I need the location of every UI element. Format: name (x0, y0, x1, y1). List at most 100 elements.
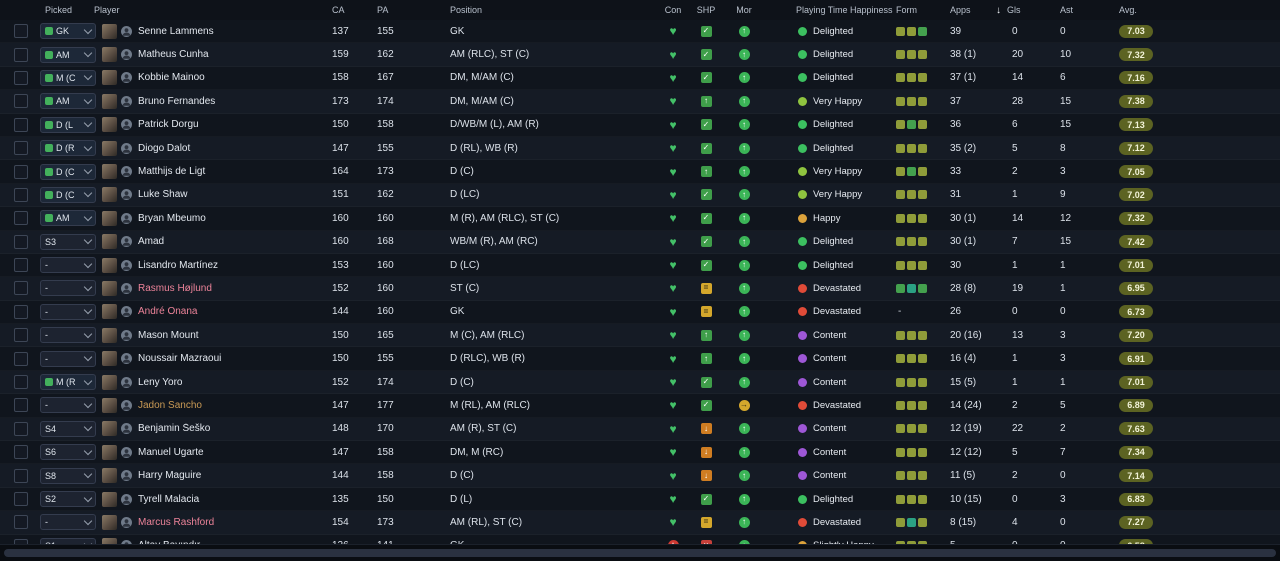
picked-position-dropdown[interactable]: AM (40, 93, 96, 110)
player-profile-icon[interactable] (121, 166, 132, 178)
player-photo[interactable] (102, 187, 117, 203)
player-photo[interactable] (102, 514, 117, 530)
picked-position-dropdown[interactable]: D (C (40, 163, 96, 180)
col-header-pa[interactable]: PA (377, 5, 389, 15)
picked-position-dropdown[interactable]: - (40, 327, 96, 344)
player-name[interactable]: Noussair Mazraoui (138, 353, 222, 365)
row-checkbox[interactable] (14, 281, 28, 296)
row-checkbox[interactable] (14, 141, 28, 156)
player-row[interactable]: - Jadon Sancho 147 177 M (RL), AM (RLC) … (0, 394, 1280, 418)
player-photo[interactable] (102, 397, 117, 413)
player-photo[interactable] (102, 257, 117, 273)
player-name[interactable]: Bruno Fernandes (138, 95, 216, 107)
player-name[interactable]: Bryan Mbeumo (138, 212, 206, 224)
player-row[interactable]: S6 Manuel Ugarte 147 158 DM, M (RC) ♥ ↓ … (0, 441, 1280, 465)
picked-position-dropdown[interactable]: AM (40, 210, 96, 227)
picked-position-dropdown[interactable]: AM (40, 46, 96, 63)
picked-position-dropdown[interactable]: - (40, 397, 96, 414)
picked-position-dropdown[interactable]: - (40, 514, 96, 531)
picked-position-dropdown[interactable]: D (R (40, 140, 96, 157)
col-header-player[interactable]: Player (94, 5, 120, 15)
player-profile-icon[interactable] (121, 189, 132, 201)
player-photo[interactable] (102, 351, 117, 367)
player-profile-icon[interactable] (121, 446, 132, 458)
col-header-apps[interactable]: Apps (950, 5, 971, 15)
player-profile-icon[interactable] (121, 119, 132, 131)
player-profile-icon[interactable] (121, 25, 132, 37)
col-header-goals[interactable]: ↓ Gls (996, 5, 1052, 16)
player-profile-icon[interactable] (121, 72, 132, 84)
player-name[interactable]: Manuel Ugarte (138, 446, 204, 458)
col-header-form[interactable]: Form (896, 5, 917, 15)
player-photo[interactable] (102, 444, 117, 460)
player-row[interactable]: S4 Benjamin Šeško 148 170 AM (R), ST (C)… (0, 417, 1280, 442)
player-profile-icon[interactable] (121, 493, 132, 505)
picked-position-dropdown[interactable]: S3 (40, 233, 96, 250)
player-name[interactable]: Mason Mount (138, 329, 199, 341)
row-checkbox[interactable] (14, 24, 28, 39)
player-profile-icon[interactable] (121, 236, 132, 248)
player-name[interactable]: Senne Lammens (138, 25, 214, 37)
picked-position-dropdown[interactable]: D (L (40, 116, 96, 133)
player-photo[interactable] (102, 280, 117, 296)
player-profile-icon[interactable] (121, 516, 132, 528)
player-name[interactable]: Diogo Dalot (138, 142, 191, 154)
row-checkbox[interactable] (14, 164, 28, 179)
player-row[interactable]: - Marcus Rashford 154 173 AM (RL), ST (C… (0, 511, 1280, 535)
player-row[interactable]: D (C Matthijs de Ligt 164 173 D (C) ♥ ↑ … (0, 160, 1280, 184)
player-name[interactable]: André Onana (138, 306, 198, 318)
player-profile-icon[interactable] (121, 282, 132, 294)
row-checkbox[interactable] (14, 117, 28, 132)
row-checkbox[interactable] (14, 421, 28, 436)
player-profile-icon[interactable] (121, 376, 132, 388)
picked-position-dropdown[interactable]: - (40, 350, 96, 367)
player-profile-icon[interactable] (121, 95, 132, 107)
player-profile-icon[interactable] (121, 306, 132, 318)
col-header-sharpness[interactable]: SHP (696, 5, 716, 15)
player-name[interactable]: Harry Maguire (138, 470, 202, 482)
player-row[interactable]: AM Bryan Mbeumo 160 160 M (R), AM (RLC),… (0, 207, 1280, 231)
row-checkbox[interactable] (14, 375, 28, 390)
player-photo[interactable] (102, 210, 117, 226)
picked-position-dropdown[interactable]: S6 (40, 444, 96, 461)
player-photo[interactable] (102, 304, 117, 320)
player-photo[interactable] (102, 47, 117, 63)
player-row[interactable]: GK Senne Lammens 137 155 GK ♥ ✓ ↑ Delig (0, 20, 1280, 44)
player-photo[interactable] (102, 164, 117, 180)
player-name[interactable]: Amad (138, 236, 165, 248)
player-photo[interactable] (102, 93, 117, 109)
player-row[interactable]: AM Matheus Cunha 159 162 AM (RLC), ST (C… (0, 43, 1280, 67)
col-header-morale[interactable]: Mor (736, 5, 752, 15)
col-header-playing-time-happiness[interactable]: Playing Time Happiness (796, 5, 893, 15)
row-checkbox[interactable] (14, 304, 28, 319)
picked-position-dropdown[interactable]: S8 (40, 467, 96, 484)
player-row[interactable]: S2 Tyrell Malacia 135 150 D (L) ♥ ✓ ↑ D (0, 487, 1280, 512)
player-row[interactable]: D (C Luke Shaw 151 162 D (LC) ♥ ✓ ↑ Ver (0, 183, 1280, 208)
player-name[interactable]: Leny Yoro (138, 376, 183, 388)
picked-position-dropdown[interactable]: M (C (40, 69, 96, 86)
row-checkbox[interactable] (14, 492, 28, 506)
player-photo[interactable] (102, 374, 117, 390)
player-profile-icon[interactable] (121, 470, 132, 482)
player-name[interactable]: Matthijs de Ligt (138, 166, 206, 178)
col-header-picked[interactable]: Picked (45, 5, 73, 15)
player-name[interactable]: Rasmus Højlund (138, 282, 212, 294)
picked-position-dropdown[interactable]: M (R (40, 374, 96, 391)
row-checkbox[interactable] (14, 468, 28, 483)
row-checkbox[interactable] (14, 398, 28, 413)
row-checkbox[interactable] (14, 211, 28, 226)
picked-position-dropdown[interactable]: GK (40, 23, 96, 40)
picked-position-dropdown[interactable]: - (40, 257, 96, 274)
player-photo[interactable] (102, 421, 117, 437)
player-photo[interactable] (102, 70, 117, 86)
col-header-average-rating[interactable]: Avg. (1119, 5, 1137, 15)
row-checkbox[interactable] (14, 94, 28, 109)
row-checkbox[interactable] (14, 234, 28, 249)
player-row[interactable]: S3 Amad 160 168 WB/M (R), AM (RC) ♥ ✓ ↑ (0, 230, 1280, 254)
player-profile-icon[interactable] (121, 142, 132, 154)
row-checkbox[interactable] (14, 258, 28, 273)
player-name[interactable]: Matheus Cunha (138, 49, 209, 61)
picked-position-dropdown[interactable]: S2 (40, 491, 96, 507)
player-row[interactable]: - Rasmus Højlund 152 160 ST (C) ♥ = ↑ D (0, 277, 1280, 301)
row-checkbox[interactable] (14, 445, 28, 460)
